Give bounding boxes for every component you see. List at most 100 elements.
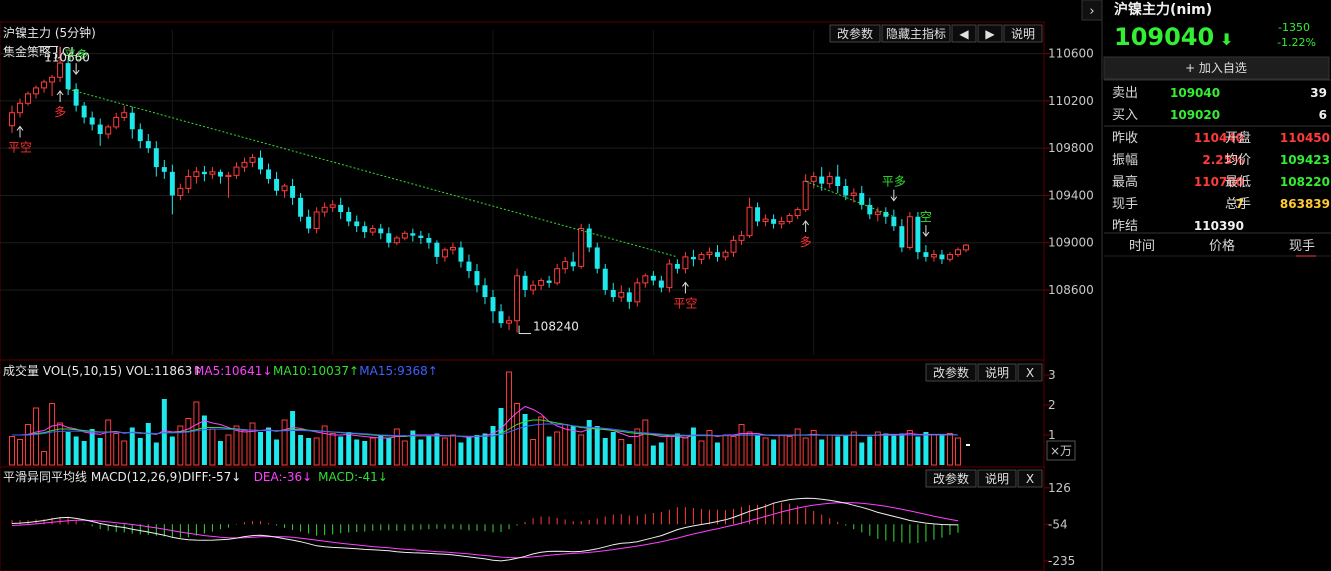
volume-bar <box>514 403 521 466</box>
book-label: 卖出 <box>1112 86 1138 101</box>
candle-body <box>458 247 464 262</box>
volume-bar <box>867 436 873 465</box>
toolbar-button[interactable]: X <box>1017 363 1043 382</box>
candle <box>17 98 24 118</box>
toolbar-button-label[interactable]: 说明 <box>985 471 1009 486</box>
candle <box>843 178 849 201</box>
y-tick-label: 109000 <box>1048 236 1094 250</box>
main-panel: 沪镍主力 (5分钟) 集金策略 JJCL 1106001102001098001… <box>0 21 1094 361</box>
toolbar-button-frame[interactable] <box>977 469 1017 488</box>
toolbar-button[interactable]: 说明 <box>1003 24 1043 43</box>
macd-toolbar[interactable]: X 说明 改参数 <box>925 469 1043 488</box>
candle-body <box>746 206 753 237</box>
toolbar-button-label[interactable]: X <box>1026 472 1034 486</box>
volume-bar <box>602 438 608 465</box>
volume-toolbar[interactable]: X 说明 改参数 <box>925 363 1043 382</box>
candle <box>25 91 32 106</box>
toolbar-button-frame[interactable] <box>977 363 1017 382</box>
toolbar-button[interactable]: 隐藏主指标 <box>881 24 951 43</box>
y-tick-label: 1 <box>1048 428 1056 442</box>
volume-bar <box>570 426 576 465</box>
order-book: 卖出 109040 39 买入 109020 6 <box>1104 79 1331 127</box>
volume-bar <box>81 441 87 465</box>
candle-body <box>722 251 729 258</box>
volume-bar <box>65 432 71 465</box>
candle-body <box>25 93 32 104</box>
candle <box>874 207 881 222</box>
toolbar-button-frame[interactable] <box>1017 363 1043 382</box>
volume-bar <box>771 439 777 465</box>
macd-legend-item: DEA:-36↓ <box>254 470 313 484</box>
stat-value: 109423 <box>1280 153 1330 167</box>
toolbar-button-label[interactable]: 隐藏主指标 <box>886 26 946 41</box>
toolbar-button-frame[interactable] <box>1017 469 1043 488</box>
collapse-panel-button[interactable] <box>1081 0 1103 21</box>
toolbar-button-frame[interactable] <box>977 24 1003 43</box>
candle-body <box>145 141 151 149</box>
candle-body <box>97 124 103 134</box>
toolbar-button-label[interactable]: 改参数 <box>837 26 873 41</box>
volume-bar <box>899 433 905 465</box>
add-watchlist-label[interactable]: + 加入自选 <box>1185 61 1247 75</box>
toolbar-button[interactable]: ▶ <box>977 24 1003 43</box>
chevron-right-icon[interactable]: › <box>1089 4 1094 19</box>
volume-bar <box>258 432 264 465</box>
toolbar-button-label[interactable]: 改参数 <box>933 471 969 486</box>
volume-bar <box>33 407 40 466</box>
toolbar-button-label[interactable]: 说明 <box>1011 26 1035 41</box>
volume-bar <box>650 445 656 465</box>
volume-bar <box>883 433 889 465</box>
stat-label: 开盘 <box>1225 130 1251 146</box>
candle <box>915 212 921 260</box>
candle-body <box>794 209 801 217</box>
candle <box>89 111 95 131</box>
toolbar-button-frame[interactable] <box>881 24 951 43</box>
toolbar-button-frame[interactable] <box>925 363 977 382</box>
candle-body <box>730 239 737 253</box>
volume-bar <box>378 435 384 465</box>
toolbar-button[interactable]: 改参数 <box>829 24 881 43</box>
toolbar-button[interactable]: ◀ <box>951 24 977 43</box>
candle-body <box>618 291 625 298</box>
volume-bar <box>826 434 833 466</box>
macd-lines <box>11 497 959 562</box>
main-grid <box>0 30 1044 355</box>
toolbar-button-label[interactable]: ▶ <box>985 27 995 41</box>
toolbar-button[interactable]: 改参数 <box>925 363 977 382</box>
candle <box>883 207 889 224</box>
candle-body <box>410 233 416 236</box>
candle-body <box>73 89 79 106</box>
y-tick-label: 109400 <box>1048 188 1094 202</box>
candle <box>441 247 448 262</box>
candle-body <box>121 112 128 118</box>
toolbar-button[interactable]: 说明 <box>977 469 1017 488</box>
candle-body <box>939 254 945 260</box>
toolbar-button-label[interactable]: 改参数 <box>933 365 969 380</box>
toolbar-button[interactable]: 说明 <box>977 363 1017 382</box>
candle <box>506 316 513 331</box>
toolbar-button-frame[interactable] <box>951 24 977 43</box>
toolbar-button-label[interactable]: X <box>1026 366 1034 380</box>
volume-bar <box>482 433 488 465</box>
toolbar-button-label[interactable]: 说明 <box>985 365 1009 380</box>
candle <box>49 74 56 97</box>
toolbar-button-label[interactable]: ◀ <box>959 27 969 41</box>
volume-bar <box>338 436 344 465</box>
toolbar-button-frame[interactable] <box>925 469 977 488</box>
tick-column-header: 价格 <box>1209 238 1235 254</box>
candle-body <box>225 174 232 178</box>
candle-body <box>113 116 120 128</box>
candle-body <box>9 112 15 127</box>
toolbar-button-frame[interactable] <box>1003 24 1043 43</box>
candle-body <box>602 268 608 290</box>
toolbar-button[interactable]: X <box>1017 469 1043 488</box>
volume-bar <box>666 436 673 466</box>
toolbar-button[interactable]: 改参数 <box>925 469 977 488</box>
unit-label: ×万 <box>1050 444 1072 458</box>
toolbar-button-frame[interactable] <box>829 24 881 43</box>
candle <box>105 124 112 139</box>
volume-bar <box>698 440 705 466</box>
add-watchlist-button[interactable] <box>1103 56 1330 80</box>
